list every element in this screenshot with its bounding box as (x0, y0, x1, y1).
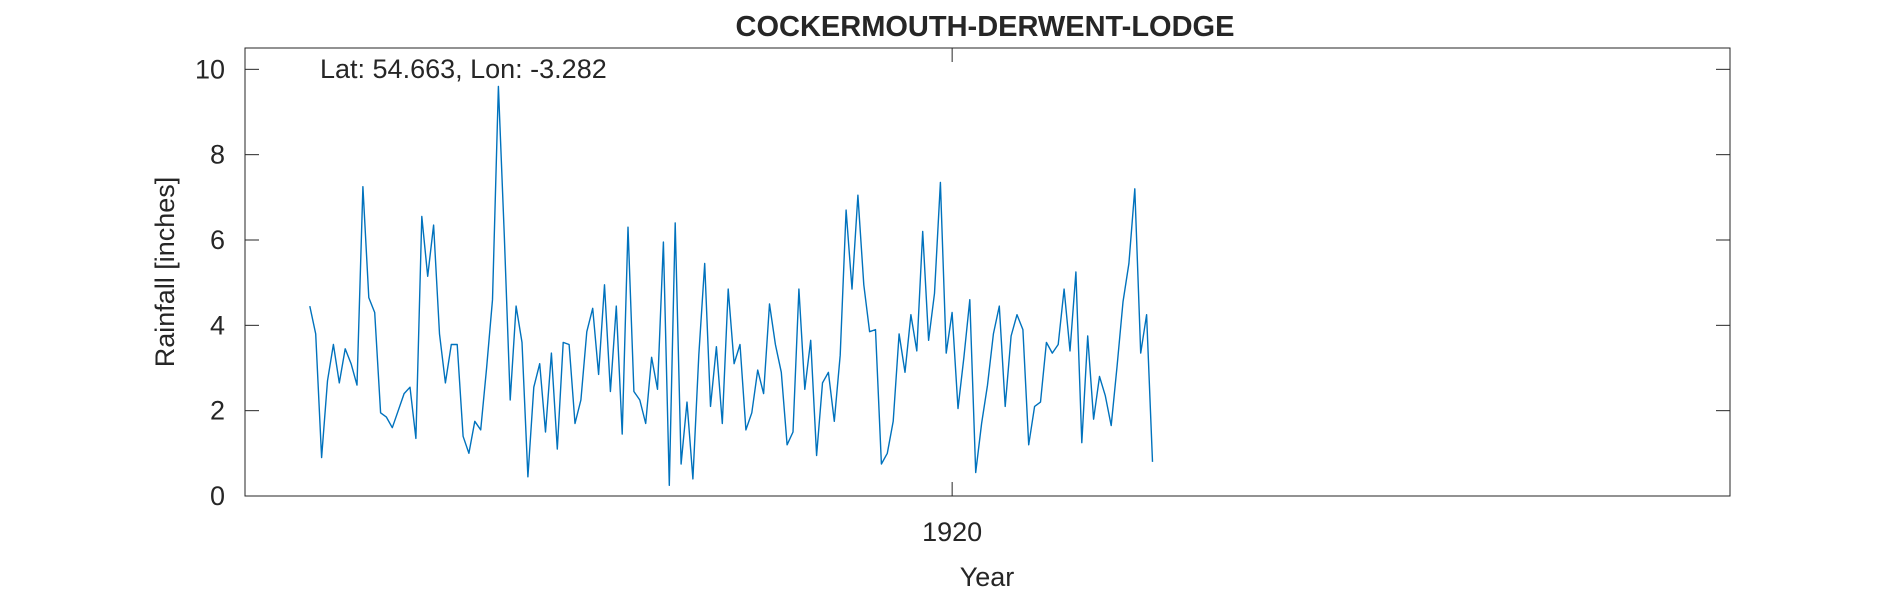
rainfall-series-line (309, 85, 1154, 486)
y-axis: 0 2 4 6 8 10 (195, 54, 1730, 511)
y-tick-label: 2 (210, 396, 225, 426)
chart-title: COCKERMOUTH-DERWENT-LODGE (736, 11, 1235, 43)
y-tick-label: 4 (210, 310, 225, 340)
plot-area (244, 47, 1731, 497)
y-tick-label: 10 (195, 54, 225, 84)
x-tick-label: 1920 (922, 517, 982, 547)
x-axis: 1920 (922, 48, 982, 547)
y-tick-label: 6 (210, 225, 225, 255)
location-annotation: Lat: 54.663, Lon: -3.282 (320, 54, 607, 84)
y-tick-label: 0 (210, 481, 225, 511)
y-axis-label: Rainfall [inches] (150, 177, 180, 368)
y-tick-label: 8 (210, 140, 225, 170)
x-axis-label: Year (960, 562, 1015, 591)
